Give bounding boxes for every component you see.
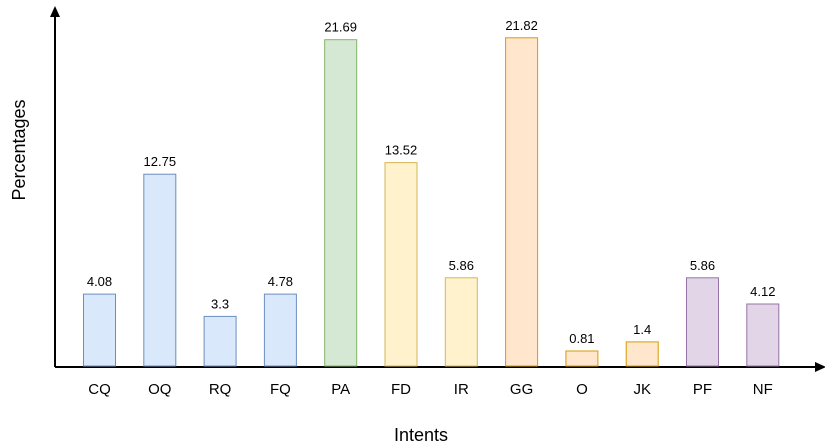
x-tick-label-fq: FQ bbox=[270, 381, 291, 398]
x-tick-label-fd: FD bbox=[391, 381, 411, 398]
data-label-cq: 4.08 bbox=[87, 274, 112, 289]
x-axis-title: Intents bbox=[394, 425, 448, 444]
x-tick-label-nf: NF bbox=[753, 381, 773, 398]
data-label-oq: 12.75 bbox=[144, 154, 177, 169]
x-tick-label-rq: RQ bbox=[209, 381, 232, 398]
data-label-pa: 21.69 bbox=[324, 20, 357, 35]
bar-ir bbox=[444, 277, 478, 367]
x-tick-label-jk: JK bbox=[633, 381, 651, 398]
bar-pa bbox=[324, 39, 358, 367]
axes bbox=[50, 6, 825, 372]
data-label-fd: 13.52 bbox=[385, 143, 418, 158]
x-tick-labels: CQ OQ RQ FQ PA FD IR GG O JK PF NF bbox=[88, 381, 773, 398]
data-label-pf: 5.86 bbox=[690, 258, 715, 273]
data-label-jk: 1.4 bbox=[633, 322, 651, 337]
y-axis-title: Percentages bbox=[9, 99, 29, 200]
data-label-fq: 4.78 bbox=[268, 274, 293, 289]
x-tick-label-o: O bbox=[576, 381, 588, 398]
bar-o bbox=[565, 350, 599, 367]
data-label-o: 0.81 bbox=[569, 331, 594, 346]
bar-fd bbox=[384, 162, 418, 367]
data-label-rq: 3.3 bbox=[211, 296, 229, 311]
bar-gg bbox=[505, 37, 539, 367]
x-tick-label-gg: GG bbox=[510, 381, 533, 398]
bar-fq bbox=[263, 293, 297, 367]
x-axis-arrow bbox=[815, 362, 825, 372]
x-tick-label-cq: CQ bbox=[88, 381, 111, 398]
x-tick-label-pa: PA bbox=[331, 381, 350, 398]
bar-pf bbox=[686, 277, 719, 367]
bars bbox=[83, 37, 780, 367]
data-label-nf: 4.12 bbox=[750, 284, 775, 299]
bar-oq bbox=[143, 173, 177, 367]
data-label-ir: 5.86 bbox=[449, 258, 474, 273]
x-tick-label-ir: IR bbox=[454, 381, 469, 398]
bar-nf bbox=[746, 303, 780, 367]
data-label-gg: 21.82 bbox=[505, 18, 538, 33]
x-tick-label-oq: OQ bbox=[148, 381, 171, 398]
bar-cq bbox=[83, 293, 116, 367]
bar-jk bbox=[625, 341, 659, 367]
x-tick-label-pf: PF bbox=[693, 381, 712, 398]
y-axis-arrow bbox=[50, 6, 60, 17]
bar-rq bbox=[203, 315, 237, 367]
data-labels: 4.08 12.75 3.3 4.78 21.69 13.52 5.86 21.82 0.81 1… bbox=[87, 18, 776, 346]
